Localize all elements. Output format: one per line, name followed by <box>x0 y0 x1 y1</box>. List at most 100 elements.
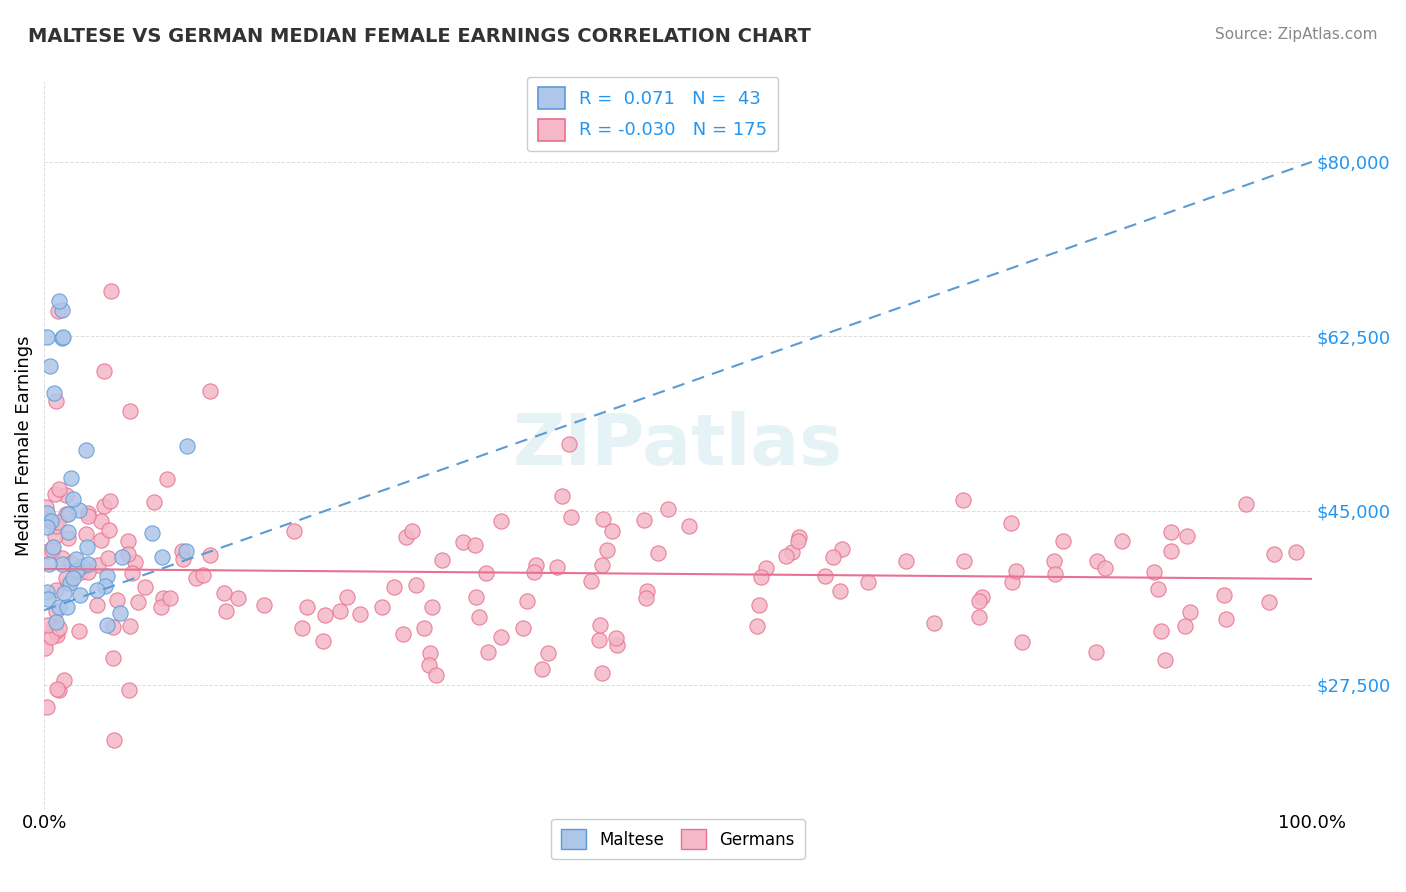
Point <box>94 579 117 593</box>
Point <box>107 592 129 607</box>
Point <box>831 542 853 557</box>
Point <box>87 558 110 573</box>
Point <box>1150 624 1173 638</box>
Point <box>394 530 416 544</box>
Point <box>295 599 318 614</box>
Point <box>1000 516 1022 531</box>
Text: Source: ZipAtlas.com: Source: ZipAtlas.com <box>1215 27 1378 42</box>
Point <box>477 645 499 659</box>
Point <box>953 553 976 567</box>
Point <box>1160 525 1182 540</box>
Point <box>821 550 844 565</box>
Point <box>120 619 142 633</box>
Point <box>45 518 67 533</box>
Point <box>118 682 141 697</box>
Point <box>336 590 359 604</box>
Point <box>118 404 141 418</box>
Point <box>537 646 560 660</box>
Point <box>1174 619 1197 633</box>
Point <box>291 621 314 635</box>
Point <box>1084 645 1107 659</box>
Point <box>591 665 613 680</box>
Point <box>1178 605 1201 619</box>
Point <box>560 510 582 524</box>
Point <box>391 627 413 641</box>
Point <box>647 546 669 560</box>
Point <box>184 571 207 585</box>
Point <box>636 583 658 598</box>
Point <box>156 472 179 486</box>
Point <box>405 577 427 591</box>
Point <box>551 490 574 504</box>
Point <box>967 610 990 624</box>
Point <box>37 544 59 558</box>
Point <box>93 499 115 513</box>
Point <box>110 606 132 620</box>
Point <box>76 506 98 520</box>
Point <box>65 563 87 577</box>
Point <box>48 599 70 614</box>
Text: ZIPatlas: ZIPatlas <box>513 411 844 481</box>
Point <box>371 599 394 614</box>
Point <box>46 304 69 318</box>
Point <box>121 566 143 581</box>
Point <box>200 384 222 398</box>
Point <box>70 565 93 579</box>
Point <box>1142 565 1164 579</box>
Point <box>55 507 77 521</box>
Point <box>748 599 770 613</box>
Point <box>522 565 544 579</box>
Point <box>1285 545 1308 559</box>
Point <box>1111 534 1133 549</box>
Point <box>52 586 75 600</box>
Point <box>86 598 108 612</box>
Point <box>172 551 194 566</box>
Point <box>468 609 491 624</box>
Point <box>124 555 146 569</box>
Point <box>634 591 657 606</box>
Point <box>952 493 974 508</box>
Point <box>44 487 66 501</box>
Point <box>103 650 125 665</box>
Point <box>1085 554 1108 568</box>
Point <box>150 549 173 564</box>
Point <box>1257 595 1279 609</box>
Point <box>1146 582 1168 596</box>
Point <box>39 631 62 645</box>
Point <box>657 501 679 516</box>
Text: MALTESE VS GERMAN MEDIAN FEMALE EARNINGS CORRELATION CHART: MALTESE VS GERMAN MEDIAN FEMALE EARNINGS… <box>28 27 811 45</box>
Point <box>755 561 778 575</box>
Point <box>174 543 197 558</box>
Point <box>35 506 58 520</box>
Point <box>56 531 79 545</box>
Point <box>35 585 58 599</box>
Point <box>58 576 80 591</box>
Point <box>70 559 93 574</box>
Point <box>48 294 70 309</box>
Point <box>464 591 486 605</box>
Point <box>1052 533 1074 548</box>
Point <box>589 618 612 632</box>
Point <box>56 576 79 591</box>
Point <box>56 507 79 521</box>
Point <box>142 495 165 509</box>
Point <box>51 551 73 566</box>
Point <box>117 534 139 549</box>
Point <box>152 591 174 606</box>
Point <box>787 530 810 544</box>
Point <box>1215 612 1237 626</box>
Point <box>1160 544 1182 558</box>
Point <box>464 538 486 552</box>
Point <box>633 513 655 527</box>
Y-axis label: Median Female Earnings: Median Female Earnings <box>15 335 32 556</box>
Point <box>425 668 447 682</box>
Point <box>678 519 700 533</box>
Point <box>37 700 59 714</box>
Point <box>46 515 69 529</box>
Point <box>90 514 112 528</box>
Point <box>98 493 121 508</box>
Point <box>69 589 91 603</box>
Point <box>56 599 79 614</box>
Point <box>103 620 125 634</box>
Point <box>856 574 879 589</box>
